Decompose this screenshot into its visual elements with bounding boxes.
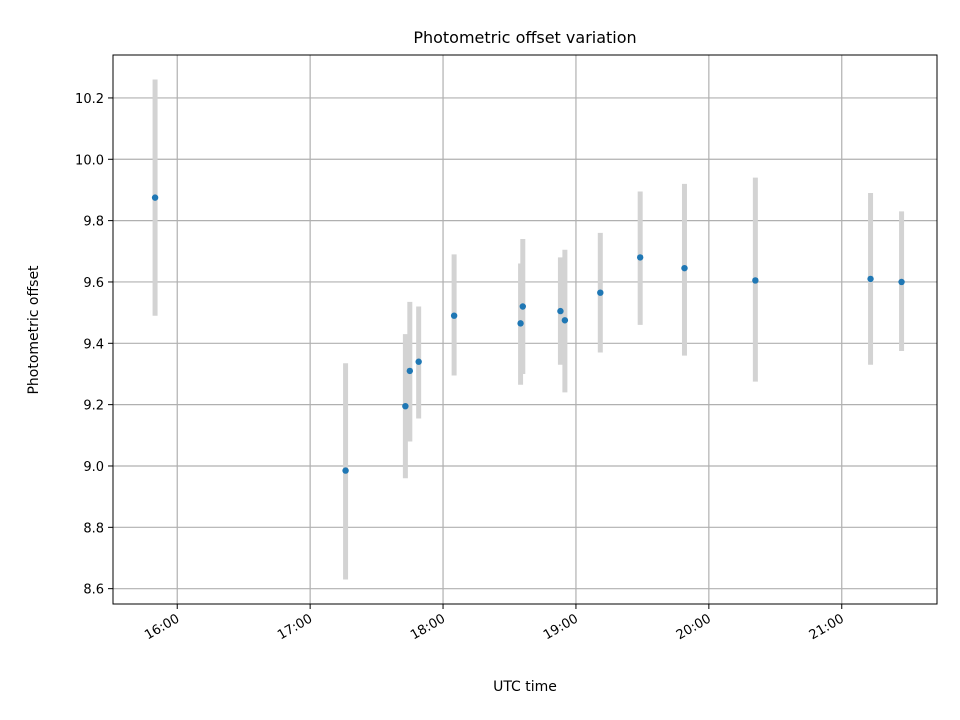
grid — [113, 55, 937, 604]
y-tick-label: 9.8 — [83, 215, 104, 230]
x-tick-label: 21:00 — [807, 611, 847, 643]
x-axis-label: UTC time — [493, 679, 557, 695]
data-point — [898, 278, 905, 286]
x-tick-label: 18:00 — [408, 611, 448, 643]
y-tick-label: 9.0 — [83, 460, 104, 475]
y-tick-label: 8.8 — [83, 521, 104, 536]
plot-frame — [112, 54, 938, 605]
data-point — [406, 367, 414, 375]
data-point — [517, 320, 524, 327]
data-point — [519, 303, 526, 310]
data-point — [415, 358, 422, 365]
error-bars — [152, 79, 905, 580]
data-point — [557, 307, 564, 315]
x-axis: 16:00 17:00 18:00 19:00 20:00 21:00 — [142, 604, 847, 643]
x-tick-label: 17:00 — [275, 611, 315, 643]
x-tick-label: 19:00 — [541, 611, 581, 643]
data-points — [151, 194, 905, 474]
data-point — [450, 312, 458, 319]
y-tick-label: 9.6 — [83, 276, 104, 291]
y-tick-label: 10.2 — [75, 92, 104, 107]
y-axis: 8.6 8.8 9.0 9.2 9.4 9.6 9.8 10.0 10.2 — [75, 92, 113, 598]
y-axis-label: Photometric offset — [26, 265, 42, 395]
data-point — [561, 317, 569, 324]
data-point — [151, 194, 159, 201]
data-point — [681, 264, 688, 272]
data-point — [636, 254, 644, 261]
y-tick-label: 10.0 — [75, 153, 104, 168]
data-point — [342, 467, 349, 474]
chart-title: Photometric offset variation — [413, 28, 636, 47]
data-point — [752, 277, 759, 284]
x-tick-label: 20:00 — [674, 611, 714, 643]
data-point — [867, 275, 874, 283]
data-point — [402, 402, 409, 410]
x-tick-label: 16:00 — [142, 611, 182, 643]
y-tick-label: 8.6 — [83, 583, 104, 598]
data-point — [597, 289, 604, 296]
y-tick-label: 9.2 — [83, 399, 104, 414]
y-tick-label: 9.4 — [83, 337, 104, 352]
